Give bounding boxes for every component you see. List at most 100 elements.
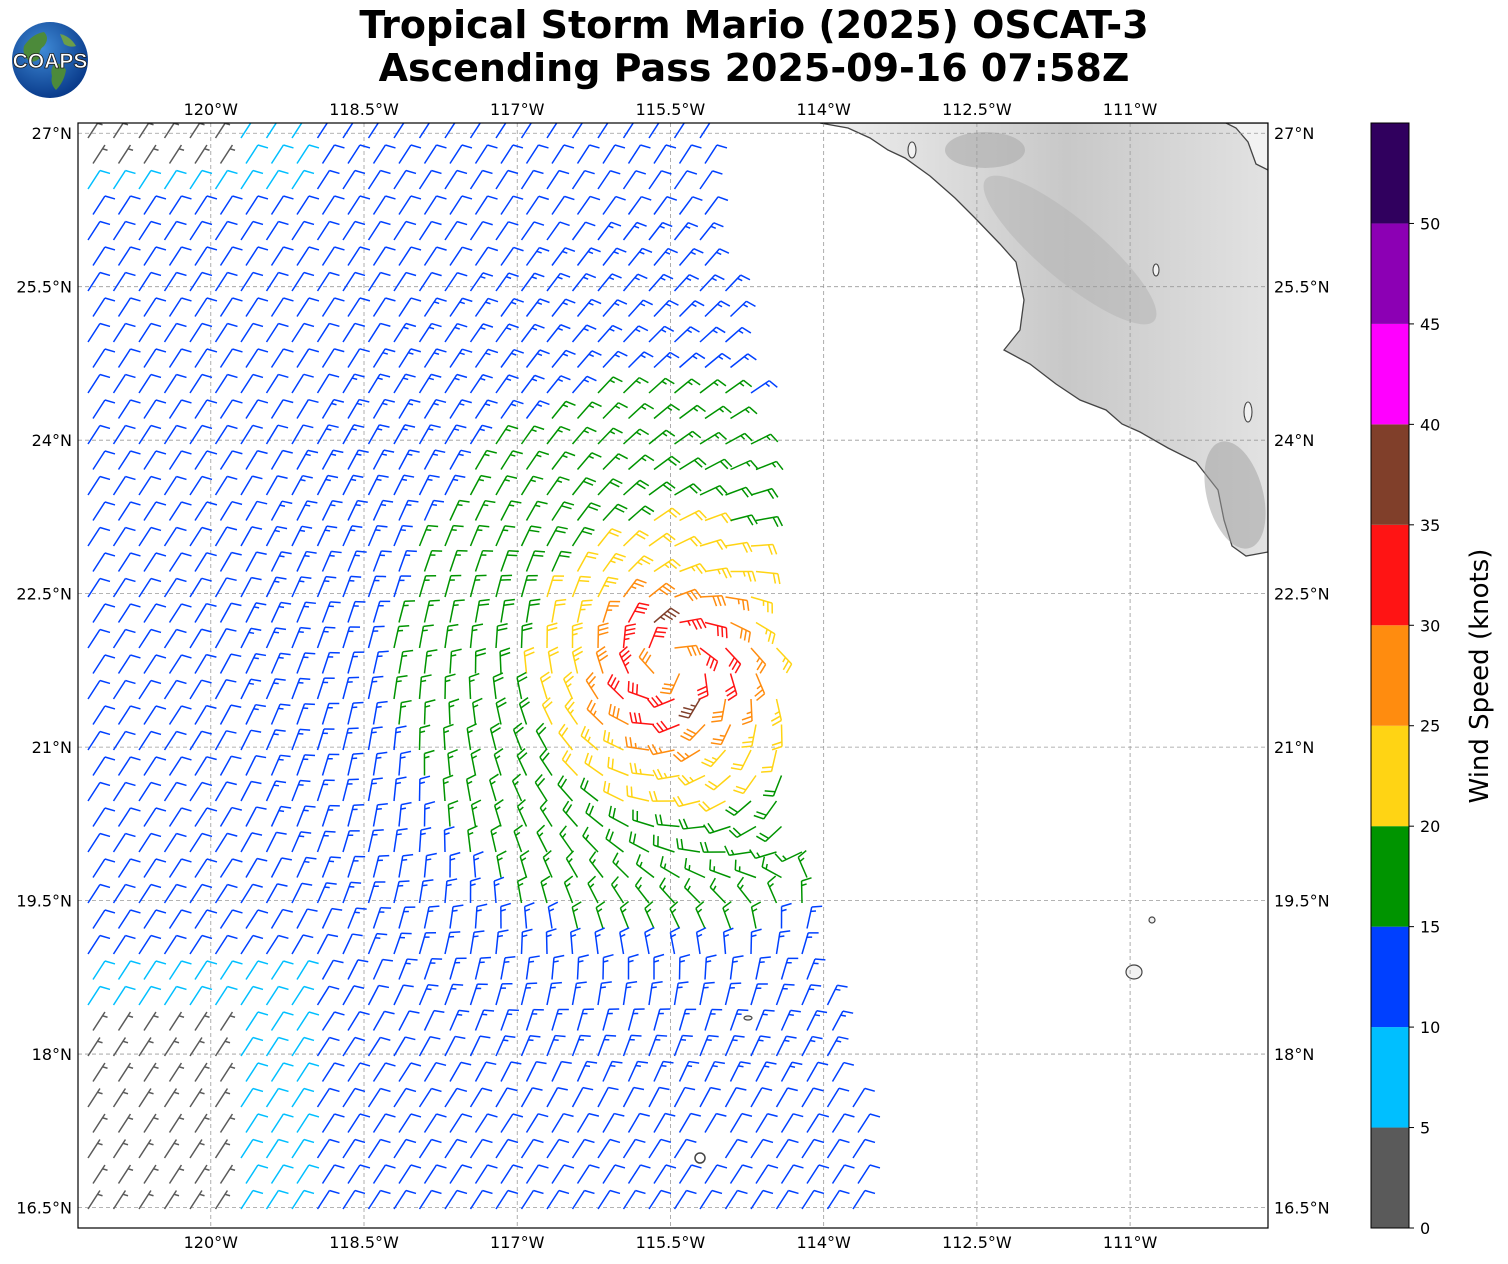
wind-barb bbox=[627, 195, 652, 215]
wind-barb bbox=[168, 705, 192, 725]
wind-barb bbox=[499, 647, 511, 674]
wind-barb bbox=[342, 169, 366, 190]
colorbar-bin bbox=[1371, 524, 1409, 626]
wind-barb bbox=[629, 762, 655, 777]
wind-barb bbox=[265, 934, 289, 955]
wind-barb bbox=[423, 398, 447, 419]
wind-barb bbox=[540, 875, 551, 904]
wind-barb bbox=[112, 883, 136, 904]
wind-barb bbox=[704, 405, 732, 420]
island-roca-partida bbox=[743, 1015, 753, 1021]
wind-barb bbox=[474, 1113, 498, 1133]
wind-barb bbox=[653, 455, 681, 471]
wind-barb bbox=[704, 196, 729, 215]
wind-barb bbox=[673, 981, 689, 1006]
wind-barb bbox=[367, 881, 386, 904]
wind-barb bbox=[240, 729, 262, 751]
wind-barb bbox=[214, 526, 238, 547]
wind-barb bbox=[194, 1062, 210, 1082]
wind-barb bbox=[194, 1113, 210, 1133]
wind-barb bbox=[801, 1035, 823, 1057]
wind-barb bbox=[678, 818, 706, 830]
wind-barb bbox=[602, 195, 626, 215]
wind-barb bbox=[418, 424, 441, 445]
wind-barb bbox=[801, 1138, 825, 1159]
wind-barb bbox=[321, 348, 345, 368]
wind-barb bbox=[189, 883, 213, 904]
wind-barb bbox=[648, 123, 671, 139]
wind-barb bbox=[316, 474, 339, 496]
wind-barb bbox=[265, 883, 288, 904]
wind-barb bbox=[398, 1164, 422, 1184]
wind-barb bbox=[474, 499, 496, 521]
wind-barb bbox=[347, 144, 371, 164]
wind-barb bbox=[138, 883, 162, 904]
wind-barb bbox=[418, 474, 440, 496]
wind-barb bbox=[551, 195, 575, 215]
wind-barb bbox=[92, 807, 116, 827]
wind-barb bbox=[648, 1138, 672, 1159]
wind-barb bbox=[418, 575, 437, 598]
wind-barb bbox=[398, 1010, 420, 1031]
wind-barb bbox=[367, 932, 388, 955]
wind-barb bbox=[725, 432, 753, 445]
wind-barb bbox=[398, 801, 412, 827]
wind-barb bbox=[703, 822, 731, 834]
wind-barb bbox=[831, 1010, 854, 1031]
wind-barb bbox=[558, 723, 574, 751]
wind-barb bbox=[240, 220, 264, 241]
wind-barb bbox=[398, 958, 418, 980]
wind-barb bbox=[444, 123, 467, 139]
wind-barb bbox=[163, 424, 187, 445]
wind-barb bbox=[525, 195, 549, 215]
wind-barb bbox=[92, 603, 116, 623]
wind-barb bbox=[546, 1086, 568, 1108]
wind-barb bbox=[163, 577, 187, 598]
wind-barb bbox=[189, 424, 213, 445]
wind-barb bbox=[602, 503, 628, 522]
wind-barb bbox=[516, 799, 528, 827]
wind-barb bbox=[189, 985, 213, 1006]
wind-barb bbox=[495, 475, 518, 496]
wind-barb bbox=[372, 802, 388, 827]
wind-barb bbox=[296, 960, 319, 980]
wind-barb bbox=[372, 1164, 396, 1184]
wind-barb bbox=[597, 1189, 621, 1210]
wind-barb bbox=[138, 271, 162, 292]
wind-barb bbox=[520, 1034, 541, 1057]
wind-barb bbox=[163, 934, 187, 955]
wind-barb bbox=[770, 698, 783, 727]
wind-barb bbox=[597, 1138, 621, 1159]
colorbar-tick-label: 40 bbox=[1420, 415, 1440, 434]
wind-barb bbox=[520, 1087, 543, 1108]
wind-barb bbox=[474, 399, 498, 419]
axis-ticks: 120°W 120°W 118.5°W 118.5°W 117°W 117°W 115.5°… bbox=[16, 100, 1329, 1252]
wind-barb bbox=[194, 704, 217, 725]
wind-barb bbox=[571, 221, 596, 241]
wind-barb bbox=[321, 907, 343, 929]
wind-barb bbox=[516, 875, 528, 904]
wind-barb bbox=[653, 1164, 677, 1184]
wind-barb bbox=[546, 425, 571, 445]
wind-barb bbox=[138, 730, 162, 751]
wind-barb bbox=[801, 1087, 824, 1108]
wind-barb bbox=[92, 297, 116, 317]
wind-barb bbox=[214, 424, 238, 445]
wind-barb bbox=[546, 476, 570, 496]
wind-barb bbox=[525, 1008, 544, 1031]
wind-barb bbox=[117, 246, 141, 266]
wind-barb bbox=[469, 474, 492, 496]
wind-barb bbox=[474, 549, 494, 572]
wind-barb bbox=[163, 373, 187, 394]
wind-barb bbox=[724, 1087, 747, 1108]
wind-barb bbox=[546, 272, 571, 292]
wind-barb bbox=[551, 1164, 575, 1184]
wind-barb bbox=[469, 1035, 491, 1057]
wind-barb bbox=[291, 169, 315, 190]
wind-barb bbox=[265, 1036, 289, 1057]
wind-barb bbox=[750, 543, 778, 555]
wind-barb bbox=[245, 602, 267, 623]
wind-barb bbox=[240, 934, 264, 955]
wind-barb bbox=[367, 424, 390, 445]
wind-barb bbox=[92, 1113, 108, 1133]
